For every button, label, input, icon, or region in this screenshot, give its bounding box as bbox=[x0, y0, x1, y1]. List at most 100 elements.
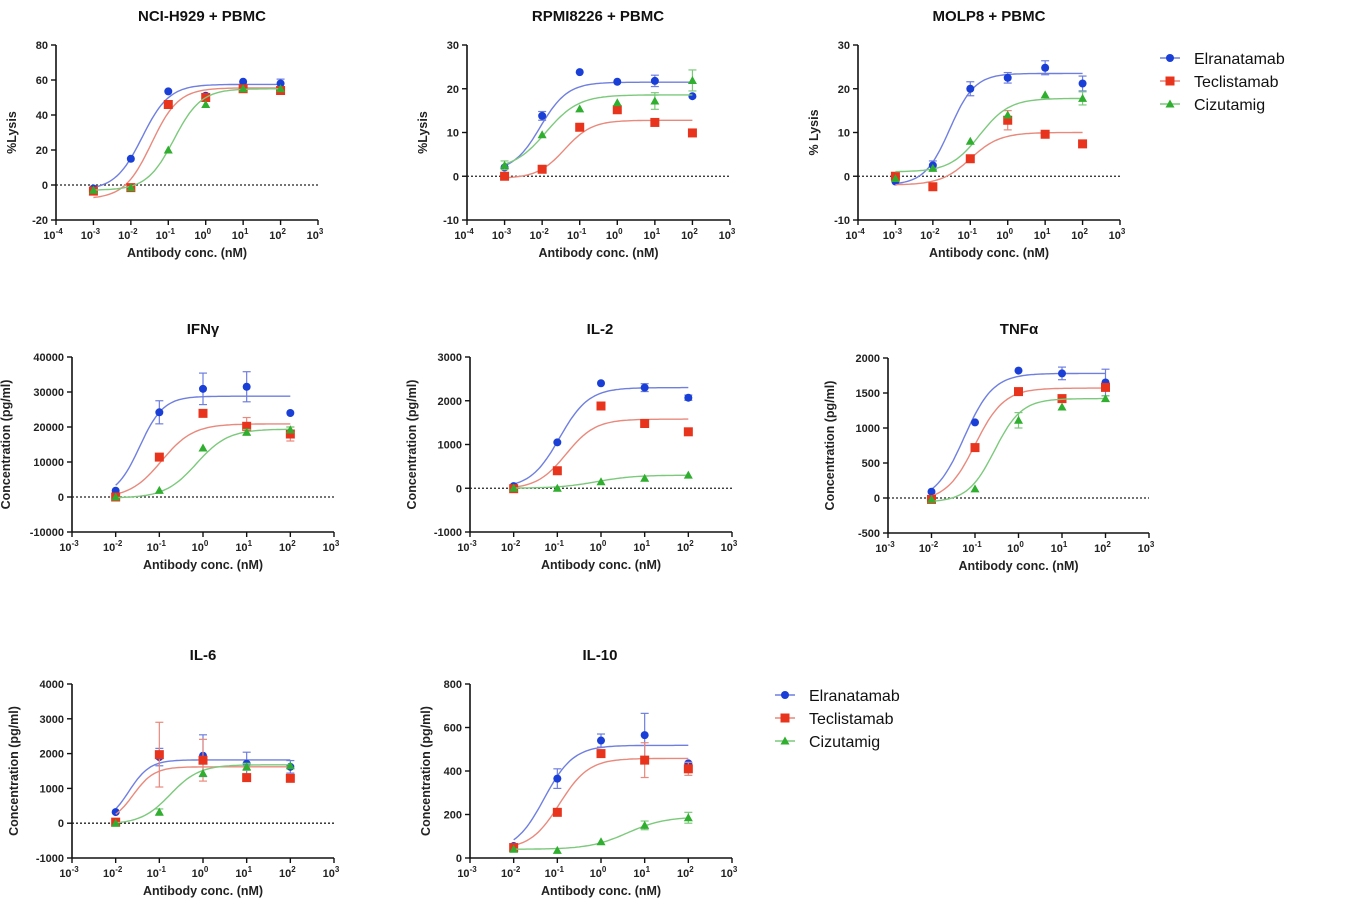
y-tick-label: 800 bbox=[444, 679, 462, 691]
data-point bbox=[553, 774, 562, 783]
data-point bbox=[276, 79, 285, 88]
fit-curve bbox=[93, 88, 281, 191]
x-tick-label: 10-2 bbox=[920, 227, 940, 242]
data-point bbox=[163, 145, 173, 154]
x-tick-label: 10-3 bbox=[81, 227, 101, 242]
data-point bbox=[970, 484, 980, 493]
x-tick-label: 10-3 bbox=[59, 539, 79, 554]
data-point bbox=[198, 408, 208, 418]
legend-label: Elranatamab bbox=[809, 688, 900, 705]
series-teclistamab bbox=[890, 110, 1088, 192]
y-tick-label: 10000 bbox=[33, 457, 64, 469]
x-axis-label: Antibody conc. (nM) bbox=[929, 246, 1049, 260]
data-point bbox=[1041, 63, 1050, 72]
legend-label: Cizutamig bbox=[1194, 97, 1265, 114]
data-point bbox=[1040, 90, 1050, 99]
y-tick-label: 400 bbox=[444, 766, 462, 778]
data-point bbox=[286, 409, 295, 417]
x-tick-label: 102 bbox=[279, 865, 296, 880]
x-tick-label: 100 bbox=[590, 865, 607, 880]
data-point bbox=[242, 421, 252, 431]
y-tick-label: 20000 bbox=[33, 422, 64, 434]
data-point bbox=[650, 76, 659, 85]
x-tick-label: 10-1 bbox=[156, 227, 176, 242]
data-point bbox=[596, 749, 606, 759]
series-teclistamab bbox=[509, 742, 693, 853]
data-point bbox=[1014, 387, 1023, 397]
y-axis-label: %Lysis bbox=[5, 111, 19, 154]
y-tick-label: -500 bbox=[858, 528, 880, 540]
x-tick-label: 10-2 bbox=[529, 227, 549, 242]
y-tick-label: -1000 bbox=[434, 527, 462, 539]
data-point bbox=[927, 494, 936, 503]
y-tick-label: 0 bbox=[42, 180, 48, 192]
data-point bbox=[553, 438, 562, 447]
y-tick-label: 40000 bbox=[33, 352, 64, 364]
data-point bbox=[500, 171, 510, 181]
x-tick-label: 10-1 bbox=[545, 865, 565, 880]
data-point bbox=[199, 384, 207, 393]
x-tick-label: 100 bbox=[194, 227, 211, 242]
data-point bbox=[126, 154, 135, 163]
chart-title: RPMI8226 + PBMC bbox=[532, 8, 664, 25]
y-axis-label: Concentration (pg/ml) bbox=[405, 380, 419, 510]
triangle-marker-icon bbox=[780, 736, 790, 745]
data-point bbox=[111, 818, 121, 827]
x-tick-label: 10-4 bbox=[454, 227, 474, 242]
x-tick-label: 101 bbox=[633, 865, 650, 880]
x-axis-label: Antibody conc. (nM) bbox=[143, 558, 263, 572]
chart-title: IL-10 bbox=[582, 647, 617, 664]
x-axis-label: Antibody conc. (nM) bbox=[538, 246, 658, 260]
legend-label: Teclistamab bbox=[1194, 74, 1279, 91]
y-tick-label: 2000 bbox=[438, 396, 462, 408]
x-axis-label: Antibody conc. (nM) bbox=[127, 246, 247, 260]
data-point bbox=[126, 183, 136, 192]
x-tick-label: 102 bbox=[279, 539, 296, 554]
legend-item: Cizutamig bbox=[775, 734, 880, 751]
square-marker-icon bbox=[780, 713, 790, 723]
y-tick-label: 0 bbox=[58, 492, 64, 504]
series-elranatamab bbox=[927, 366, 1110, 496]
y-tick-label: 20 bbox=[36, 145, 48, 157]
data-point bbox=[155, 408, 164, 417]
y-tick-label: 2000 bbox=[40, 749, 64, 761]
data-point bbox=[683, 764, 693, 774]
x-tick-label: 103 bbox=[721, 539, 738, 554]
data-point bbox=[596, 401, 606, 411]
x-axis-label: Antibody conc. (nM) bbox=[541, 884, 661, 898]
x-tick-label: 100 bbox=[590, 539, 607, 554]
x-tick-label: 101 bbox=[644, 227, 661, 242]
data-point bbox=[552, 466, 562, 476]
data-point bbox=[242, 382, 251, 391]
chart-panel-5: IL-2 -1000 0 1000 2000 3000 10-3 10-2 10-1 100 101… bbox=[405, 321, 738, 572]
x-tick-label: 101 bbox=[1051, 540, 1068, 555]
y-tick-label: 20 bbox=[838, 84, 850, 96]
x-tick-label: 10-2 bbox=[118, 227, 138, 242]
x-tick-label: 100 bbox=[1007, 540, 1024, 555]
chart-title: IL-2 bbox=[587, 321, 614, 338]
data-point bbox=[1058, 369, 1066, 378]
data-point bbox=[928, 182, 938, 192]
x-tick-label: 10-3 bbox=[457, 539, 477, 554]
chart-panel-3: MOLP8 + PBMC -10 0 10 20 30 10-4 10-3 10-2 10-1 10… bbox=[807, 8, 1126, 260]
fit-curve bbox=[895, 72, 1083, 185]
data-point bbox=[500, 160, 510, 169]
data-point bbox=[1014, 415, 1023, 424]
y-tick-label: 60 bbox=[36, 75, 48, 87]
x-tick-label: 103 bbox=[307, 227, 324, 242]
data-point bbox=[1101, 382, 1110, 392]
x-tick-label: 10-3 bbox=[875, 540, 895, 555]
legend-item: Elranatamab bbox=[775, 688, 900, 705]
x-tick-label: 102 bbox=[269, 227, 286, 242]
x-tick-label: 101 bbox=[1034, 227, 1051, 242]
x-tick-label: 102 bbox=[1094, 540, 1111, 555]
chart-panel-6: TNFα -500 0 500 1000 1500 2000 10-3 10-2 10-1 100 1… bbox=[823, 321, 1155, 573]
y-tick-label: 4000 bbox=[40, 679, 64, 691]
data-point bbox=[640, 731, 649, 740]
chart-panel-2: RPMI8226 + PBMC -10 0 10 20 30 10-4 10-3 10-2 10-… bbox=[416, 8, 736, 260]
fit-curve bbox=[513, 757, 689, 847]
fit-curve bbox=[504, 94, 693, 165]
y-axis-label: % Lysis bbox=[807, 109, 821, 155]
x-tick-label: 10-2 bbox=[919, 540, 939, 555]
